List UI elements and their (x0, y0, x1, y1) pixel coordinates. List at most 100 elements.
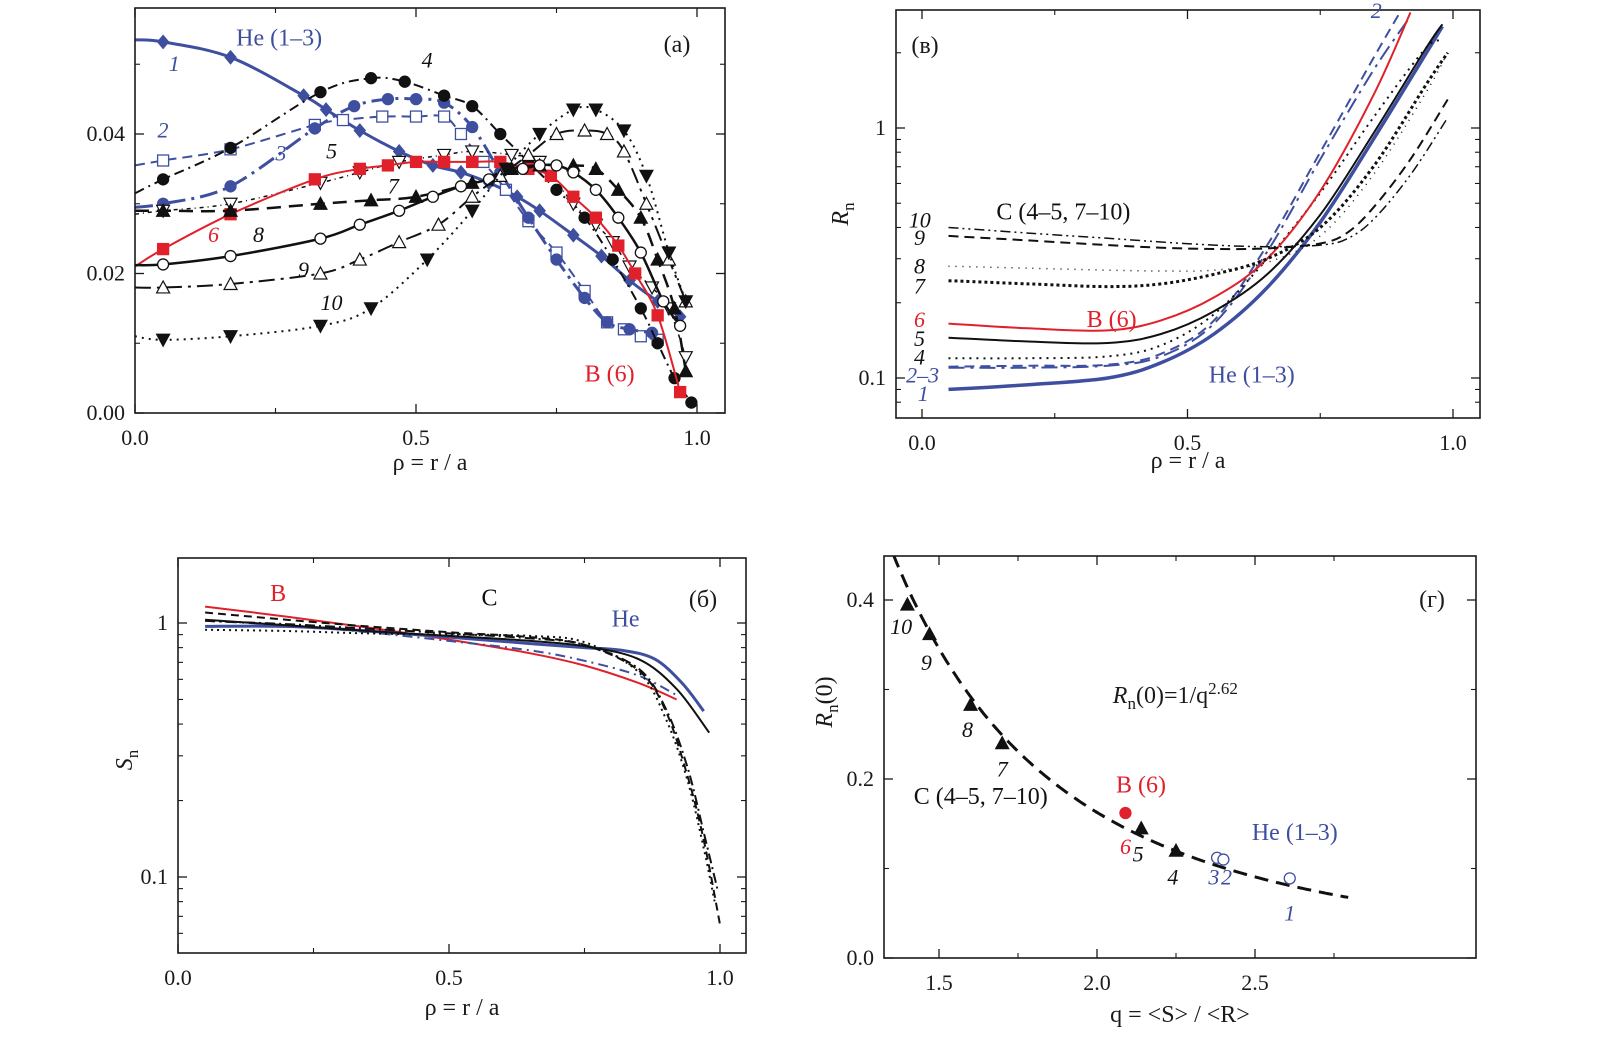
annotation-b: B (270, 581, 286, 607)
data-point-he-2 (1217, 853, 1230, 866)
data-point-1 (454, 164, 468, 180)
data-point-4 (156, 173, 170, 186)
annotation-7: 7 (914, 273, 926, 298)
y-tick-label: 0.0 (847, 945, 875, 970)
plot-area (204, 605, 721, 925)
plot-frame (895, 9, 1481, 419)
data-point-5 (504, 148, 520, 163)
panel-b: 0.0 0.5 1.0 0.1 1 ρ = r / a (б) Sn B C He (112, 557, 747, 1021)
fit-formula-sup: 2.62 (1208, 679, 1238, 698)
data-point-9 (638, 195, 654, 210)
data-point-6 (629, 267, 642, 280)
point-label-8: 8 (962, 717, 973, 742)
point-label-1: 1 (1284, 900, 1295, 925)
y-tick-label: 0.1 (141, 864, 169, 889)
data-point-7 (650, 251, 666, 266)
data-point-7 (155, 202, 171, 217)
data-point-4 (685, 396, 698, 409)
data-point-6 (589, 211, 602, 224)
data-point-1 (156, 34, 170, 50)
annotation-4: 4 (422, 48, 433, 73)
data-point-8 (353, 218, 366, 231)
data-point-4 (550, 183, 563, 196)
annotation-c-4-5-7-10-: C (4–5, 7–10) (996, 200, 1130, 226)
data-point-4 (314, 86, 327, 99)
series-line-2 (948, 11, 1401, 368)
y-axis-title-sub: n (823, 704, 842, 713)
data-point-3 (550, 253, 563, 266)
fit-formula: Rn(0)=1/q2.62 (1112, 679, 1238, 713)
y-axis-title-sub: n (123, 749, 142, 758)
y-tick-label: 0.02 (87, 261, 126, 286)
series-line-9 (135, 129, 687, 302)
data-point-6 (494, 155, 507, 169)
annotation-b-6-: B (6) (1116, 772, 1166, 798)
data-point-9 (599, 126, 615, 141)
data-point-9 (430, 216, 446, 231)
y-tick-label: 1 (157, 610, 168, 635)
data-point-c-4 (1168, 842, 1184, 857)
y-axis-title: Rn(0) (812, 676, 842, 728)
data-point-1 (353, 123, 367, 138)
annotation-2-3: 2–3 (906, 362, 939, 387)
data-point-7 (667, 300, 683, 315)
annotation-8: 8 (914, 253, 925, 278)
point-label-7: 7 (997, 756, 1009, 781)
data-point-10 (312, 319, 328, 334)
x-axis-title: ρ = r / a (425, 995, 500, 1021)
series-line-c-7 (205, 619, 719, 889)
data-point-5 (678, 351, 694, 365)
data-point-6 (308, 173, 321, 186)
data-point-8 (673, 319, 687, 332)
data-point-8 (224, 249, 237, 263)
data-point-4 (634, 302, 647, 315)
y-tick-label: 1 (875, 115, 886, 140)
data-point-2 (437, 110, 451, 123)
panel-label: (г) (1419, 587, 1445, 613)
data-point-8 (454, 180, 468, 193)
data-point-6 (381, 159, 395, 172)
data-point-7 (588, 161, 604, 175)
annotation-4: 4 (914, 345, 925, 370)
data-point-10 (638, 169, 654, 184)
data-point-1 (224, 49, 237, 65)
x-tick-label: 1.0 (1439, 430, 1467, 455)
data-point-6 (409, 155, 423, 169)
annotation-10: 10 (909, 207, 931, 232)
data-point-10 (464, 204, 480, 219)
y-axis-title-tail: (0) (812, 676, 838, 704)
data-point-10 (363, 302, 379, 317)
series-line-c-10 (205, 628, 716, 902)
series-line-1 (948, 25, 1444, 392)
data-point-c-10 (899, 596, 915, 611)
x-tick-label: 1.0 (683, 425, 711, 450)
x-tick-label: 1.5 (925, 970, 953, 995)
data-point-4 (494, 127, 507, 141)
data-point-10 (223, 330, 239, 345)
data-point-he-1 (1283, 872, 1296, 885)
data-point-3 (348, 99, 361, 113)
data-point-4 (437, 89, 451, 102)
point-label-3: 3 (1207, 865, 1219, 890)
data-point-3 (522, 211, 535, 224)
annotation-2: 2 (1371, 0, 1382, 23)
data-point-8 (156, 258, 170, 271)
data-point-3 (224, 180, 237, 193)
data-point-8 (516, 162, 529, 176)
data-point-5 (436, 148, 452, 163)
plot-area (135, 34, 698, 409)
annotation-he: He (612, 606, 640, 632)
fit-curve (892, 556, 1349, 899)
data-point-3 (623, 323, 636, 336)
x-tick-label: 0.0 (164, 965, 192, 990)
annotation-9: 9 (914, 225, 925, 250)
data-point-10 (678, 295, 694, 310)
data-point-7 (610, 182, 626, 196)
data-point-8 (589, 183, 602, 196)
series-line-10 (948, 117, 1449, 248)
data-point-9 (548, 126, 565, 141)
data-point-3 (466, 120, 479, 134)
data-point-9 (616, 143, 632, 158)
data-point-4 (651, 337, 664, 350)
